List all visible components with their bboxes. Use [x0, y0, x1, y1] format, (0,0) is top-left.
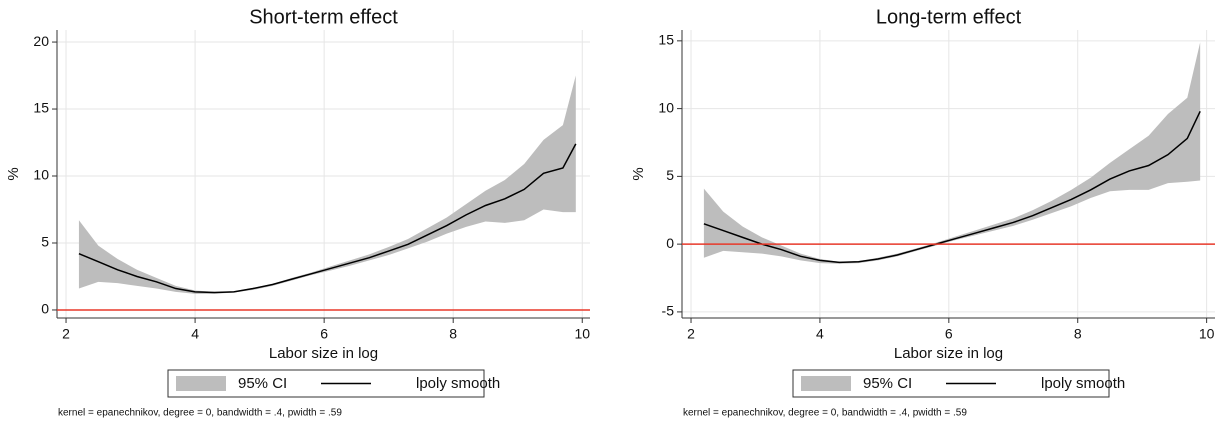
x-tick-label: 2: [687, 326, 695, 342]
y-tick-label: 0: [666, 235, 674, 251]
chart-title: Long-term effect: [876, 6, 1022, 28]
y-tick-label: 15: [33, 100, 49, 116]
y-axis-label: %: [630, 167, 647, 180]
ci-band: [78, 75, 576, 294]
y-tick-label: 5: [666, 167, 674, 183]
x-tick-label: 10: [574, 326, 590, 342]
note: kernel = epanechnikov, degree = 0, bandw…: [683, 408, 967, 419]
note: kernel = epanechnikov, degree = 0, bandw…: [58, 408, 342, 419]
legend-label: 95% CI: [238, 375, 287, 392]
legend-label: lpoly smooth: [1041, 375, 1125, 392]
x-tick-label: 6: [320, 326, 328, 342]
smooth-line: [703, 110, 1201, 264]
y-axis-label: %: [5, 167, 22, 180]
x-tick-label: 10: [1199, 326, 1215, 342]
x-axis-label: Labor size in log: [269, 345, 378, 362]
chart-title: Short-term effect: [249, 6, 398, 28]
legend-label: 95% CI: [863, 375, 912, 392]
x-tick-label: 6: [945, 326, 953, 342]
y-tick-label: 0: [41, 301, 49, 317]
y-tick-label: 15: [658, 32, 674, 48]
x-tick-label: 2: [62, 326, 70, 342]
legend-label: lpoly smooth: [416, 375, 500, 392]
y-tick-label: 10: [658, 99, 674, 115]
smooth-line: [78, 143, 577, 294]
x-axis-label: Labor size in log: [894, 345, 1003, 362]
x-tick-label: 8: [449, 326, 457, 342]
legend-swatch: [176, 376, 226, 391]
x-tick-label: 8: [1074, 326, 1082, 342]
y-tick-label: -5: [662, 303, 675, 319]
y-tick-label: 10: [33, 167, 49, 183]
ci-band: [703, 42, 1201, 264]
y-tick-label: 20: [33, 33, 49, 49]
y-tick-label: 5: [41, 234, 49, 250]
x-tick-label: 4: [816, 326, 824, 342]
x-tick-label: 4: [191, 326, 199, 342]
legend-swatch: [801, 376, 851, 391]
